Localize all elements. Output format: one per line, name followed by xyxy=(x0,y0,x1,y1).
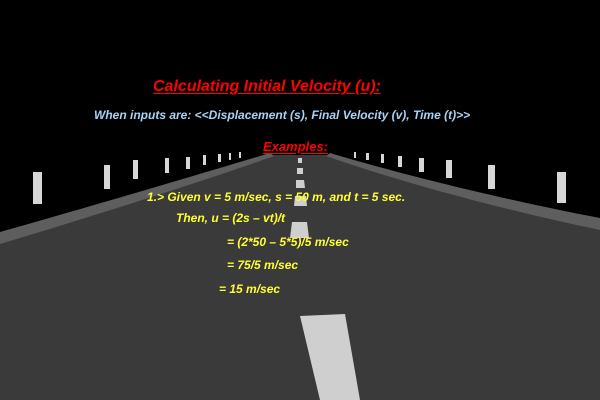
roadside-post xyxy=(165,158,169,173)
example-given-line: 1.> Given v = 5 m/sec, s = 50 m, and t =… xyxy=(147,190,406,204)
examples-heading: Examples: xyxy=(263,139,329,154)
example-result-line: = 15 m/sec xyxy=(219,282,281,296)
example-simplify-line: = 75/5 m/sec xyxy=(227,258,299,272)
roadside-post xyxy=(104,165,110,189)
roadside-post xyxy=(381,154,384,163)
example-substitution-line: = (2*50 – 5*5)/5 m/sec xyxy=(227,235,349,249)
roadside-post xyxy=(354,152,356,158)
roadside-post xyxy=(229,153,231,160)
inputs-description: When inputs are: <<Displacement (s), Fin… xyxy=(94,108,471,122)
roadside-post xyxy=(398,156,402,167)
example-formula-line: Then, u = (2s – vt)/t xyxy=(176,211,286,225)
roadside-post xyxy=(218,154,221,162)
lane-dash xyxy=(290,222,309,238)
road-edge-right xyxy=(326,153,600,230)
roadside-post xyxy=(446,160,452,178)
road-edge-left xyxy=(0,153,274,244)
roadside-post xyxy=(133,160,138,179)
roadside-post xyxy=(488,165,495,189)
lane-dash xyxy=(298,158,302,163)
roadside-post xyxy=(366,153,369,160)
roadside-post xyxy=(203,155,206,165)
page-title: Calculating Initial Velocity (u): xyxy=(153,78,381,95)
lane-dash xyxy=(297,168,303,174)
lane-dash xyxy=(300,314,360,400)
roadside-post xyxy=(33,172,42,204)
roadside-post xyxy=(239,152,241,158)
road-surface xyxy=(0,155,600,400)
roadside-post xyxy=(419,158,424,172)
lane-dash xyxy=(296,180,305,188)
roadside-post xyxy=(186,157,190,169)
lane-dash xyxy=(294,196,307,206)
roadside-post xyxy=(557,172,566,203)
